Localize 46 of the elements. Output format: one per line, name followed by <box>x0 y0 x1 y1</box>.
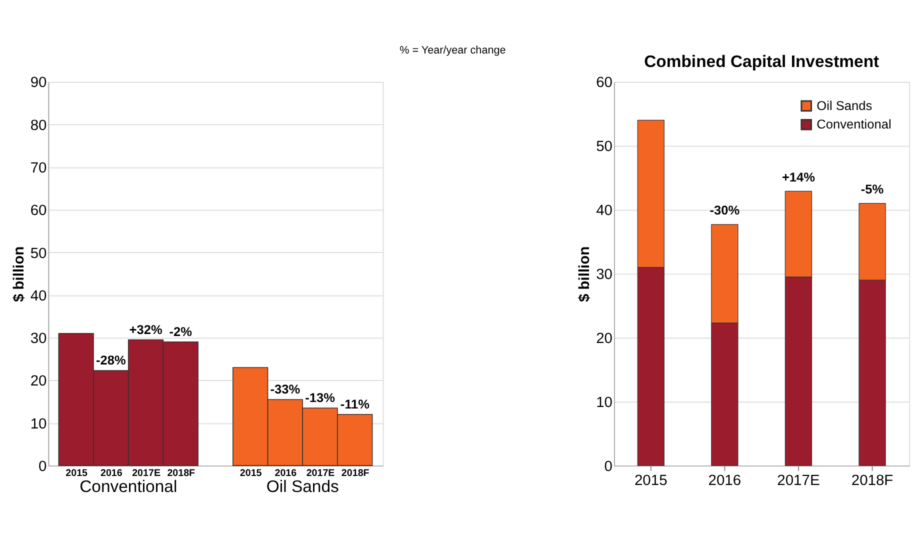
y-tick-label: 0 <box>38 458 47 475</box>
y-tick-label: 30 <box>596 267 613 284</box>
x-tick-label: 2015 <box>240 468 262 479</box>
chart-title: Combined Capital Investment <box>644 52 880 72</box>
x-tick-label: 2018F <box>167 468 196 479</box>
x-tick-label: 2017E <box>306 468 336 479</box>
annotation: -13% <box>305 390 336 406</box>
y-tick-label: 10 <box>596 395 613 412</box>
y-tick-label: 80 <box>30 118 47 134</box>
x-tick-label: 2015 <box>634 472 668 489</box>
annotation: -30% <box>710 202 740 218</box>
y-tick-label: 20 <box>596 331 613 348</box>
x-tick-label: 2016 <box>708 472 742 489</box>
x-tick-label: 2016 <box>274 468 298 479</box>
annotation: +32% <box>129 322 163 337</box>
y-tick-label: 30 <box>30 331 47 348</box>
y-tick-label: 70 <box>30 160 47 177</box>
annotation: -5% <box>860 182 884 197</box>
legend-label: Oil Sands <box>816 98 872 113</box>
y-tick-label: 60 <box>596 75 613 92</box>
y-tick-label: 50 <box>30 246 47 262</box>
y-tick-label: 40 <box>30 288 47 304</box>
x-tick-label: 2015 <box>66 468 88 479</box>
y-tick-label: 90 <box>30 75 47 92</box>
text: Oil Sands <box>266 477 339 496</box>
x-tick-label: 2018F <box>341 468 370 479</box>
annotation: -11% <box>340 396 370 412</box>
x-tick-label: 2016 <box>100 468 123 479</box>
text: Conventional <box>80 477 178 496</box>
y-axis-title: $ billion <box>577 246 594 302</box>
annotation: -33% <box>270 382 301 397</box>
x-tick-label: 2017E <box>132 468 161 479</box>
annotation: -28% <box>96 352 126 368</box>
y-tick-label: 40 <box>596 203 613 220</box>
y-tick-label: 10 <box>30 416 47 432</box>
y-tick-label: 60 <box>30 203 47 220</box>
x-tick-label: 2018F <box>851 472 894 489</box>
legend-label: Conventional <box>816 116 892 132</box>
annotation: +14% <box>782 169 816 184</box>
y-tick-label: 50 <box>596 139 613 156</box>
y-tick-label: 0 <box>604 458 613 475</box>
annotation: -2% <box>169 324 193 340</box>
text: % = Year/year change <box>400 44 506 56</box>
y-axis-title: $ billion <box>11 246 28 302</box>
y-tick-label: 20 <box>30 374 47 390</box>
x-tick-label: 2017E <box>777 472 820 489</box>
